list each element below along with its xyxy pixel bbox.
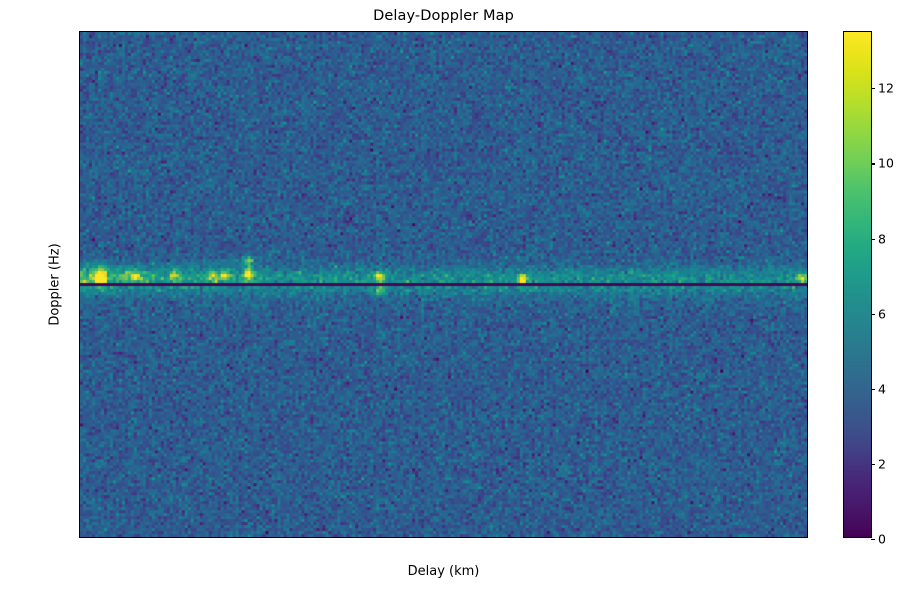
colorbar-tick-label: 8: [878, 231, 886, 247]
colorbar-tick-mark: [871, 238, 875, 240]
colorbar-tick-mark: [871, 463, 875, 465]
colorbar-tick-mark: [871, 163, 875, 165]
x-axis-label: Delay (km): [407, 564, 480, 579]
chart-title: Delay-Doppler Map: [373, 8, 514, 24]
colorbar-tick-mark: [871, 88, 875, 90]
colorbar: 0 2 4 6 8 10 12: [843, 31, 894, 547]
colorbar-tick-label: 4: [878, 381, 886, 397]
heatmap-axes: 200150100500−50−100−150−20001020304050: [79, 31, 808, 538]
colorbar-tick-label: 2: [878, 456, 886, 472]
colorbar-tick-label: 6: [878, 306, 886, 322]
x-tick-mark: [460, 537, 461, 538]
y-axis-label-text: Doppler (Hz): [47, 243, 63, 326]
colorbar-tick-mark: [871, 388, 875, 390]
y-axis-label: Doppler (Hz): [14, 31, 96, 538]
colorbar-tick-mark: [871, 539, 875, 541]
colorbar-tick-mark: [871, 313, 875, 315]
delay-doppler-heatmap: [80, 32, 807, 537]
colorbar-tick-label: 0: [878, 531, 886, 547]
x-tick-mark: [98, 537, 99, 538]
colorbar-tick-label: 12: [878, 80, 894, 96]
x-tick-mark: [701, 537, 702, 538]
x-tick-mark: [339, 537, 340, 538]
x-tick-mark: [219, 537, 220, 538]
colorbar-tick-label: 10: [878, 155, 894, 171]
x-tick-mark: [580, 537, 581, 538]
